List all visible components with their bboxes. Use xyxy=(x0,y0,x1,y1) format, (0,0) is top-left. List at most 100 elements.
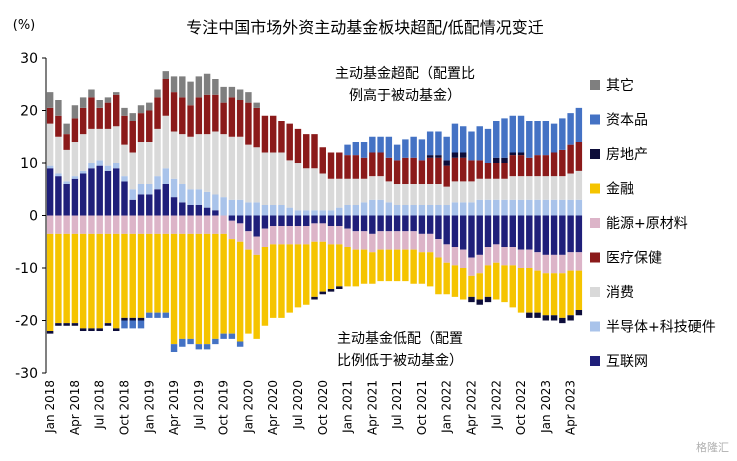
bar-segment xyxy=(443,215,450,245)
bar-segment xyxy=(88,128,95,164)
bar-segment xyxy=(526,249,533,268)
bar-segment xyxy=(278,226,285,245)
bar-segment xyxy=(484,296,492,303)
bar-segment xyxy=(170,76,178,93)
bar-segment xyxy=(526,268,533,313)
bar-segment xyxy=(410,215,417,232)
bar-segment xyxy=(493,215,500,245)
bar-segment xyxy=(203,94,211,135)
x-tick-label: Apr 2019 xyxy=(167,380,181,435)
legend-swatch xyxy=(590,287,600,297)
bar-segment xyxy=(129,215,136,234)
bar-segment xyxy=(542,121,550,156)
bar-segment xyxy=(55,176,62,216)
bar-segment xyxy=(311,215,318,224)
bar-segment xyxy=(121,233,128,318)
x-tick-label: Apr 2023 xyxy=(564,380,578,435)
bar-segment xyxy=(269,205,277,216)
bar-segment xyxy=(393,231,401,250)
bar-segment xyxy=(493,262,500,300)
bar-segment xyxy=(575,199,583,216)
bar-segment xyxy=(369,252,376,284)
x-tick-label: Oct 2020 xyxy=(316,380,330,435)
bar-segment xyxy=(195,97,203,135)
bar-segment xyxy=(261,115,269,153)
bar-segment xyxy=(154,176,161,190)
bar-segment xyxy=(377,136,384,153)
bar-segment xyxy=(493,157,500,163)
bar-segment xyxy=(129,152,136,190)
bar-segment xyxy=(327,215,335,226)
bar-segment xyxy=(236,341,244,347)
bar-segment xyxy=(146,215,153,234)
legend-swatch xyxy=(590,183,600,194)
bar-segment xyxy=(344,144,351,156)
bar-segment xyxy=(526,157,533,177)
bar-segment xyxy=(426,157,434,184)
bar-segment xyxy=(187,189,194,205)
bar-segment xyxy=(534,176,541,200)
bar-segment xyxy=(559,273,566,318)
bar-segment xyxy=(369,199,376,216)
bar-segment xyxy=(468,160,475,182)
bar-segment xyxy=(253,107,260,148)
bar-segment xyxy=(559,199,566,216)
bar-segment xyxy=(311,296,318,300)
bar-segment xyxy=(501,215,508,247)
bar-segment xyxy=(71,323,79,326)
bar-segment xyxy=(468,181,475,203)
bar-segment xyxy=(451,181,459,203)
bar-segment xyxy=(426,131,434,156)
bar-segment xyxy=(459,157,467,182)
bar-segment xyxy=(88,89,95,98)
bar-segment xyxy=(559,254,566,274)
bar-segment xyxy=(369,215,376,234)
bar-segment xyxy=(104,128,112,166)
bar-segment xyxy=(121,115,128,145)
bar-segment xyxy=(245,231,252,250)
bar-segment xyxy=(369,233,376,253)
bar-segment xyxy=(517,176,525,200)
bar-segment xyxy=(261,215,269,229)
bar-segment xyxy=(443,244,450,263)
bar-segment xyxy=(228,136,236,200)
bar-segment xyxy=(517,152,525,156)
bar-segment xyxy=(245,202,252,216)
bar-segment xyxy=(170,197,178,216)
bar-segment xyxy=(269,215,277,226)
bar-segment xyxy=(137,233,145,318)
bar-segment xyxy=(212,79,219,95)
bar-segment xyxy=(278,215,285,226)
bar-segment xyxy=(410,136,417,158)
bar-segment xyxy=(476,273,483,300)
bar-segment xyxy=(294,163,302,211)
bar-segment xyxy=(88,168,95,216)
bar-segment xyxy=(501,265,508,303)
bar-segment xyxy=(236,215,244,224)
bar-segment xyxy=(79,328,87,332)
bar-segment xyxy=(63,184,70,216)
bar-segment xyxy=(79,97,87,108)
bar-segment xyxy=(303,134,310,169)
bar-segment xyxy=(319,291,326,295)
bar-segment xyxy=(253,236,260,255)
annotation-overweight-line: 主动基金超配（配置比 xyxy=(335,65,475,82)
bar-segment xyxy=(402,157,409,184)
bar-segment xyxy=(435,239,442,258)
bar-segment xyxy=(526,199,533,216)
bar-segment xyxy=(104,102,112,129)
annotation-underweight-line: 主动基金低配（配置 xyxy=(337,330,463,347)
legend-label: 医疗保健 xyxy=(606,251,662,267)
bar-segment xyxy=(162,79,170,116)
bar-segment xyxy=(352,215,360,232)
bar-segment xyxy=(88,215,95,234)
bar-segment xyxy=(121,317,128,321)
bar-segment xyxy=(459,268,467,300)
bar-segment xyxy=(352,178,360,205)
bar-segment xyxy=(311,223,318,242)
bar-segment xyxy=(327,244,335,290)
x-tick-label: Oct 2022 xyxy=(514,380,528,435)
bar-segment xyxy=(459,215,467,250)
bar-segment xyxy=(501,247,508,266)
bar-segment xyxy=(550,315,558,321)
